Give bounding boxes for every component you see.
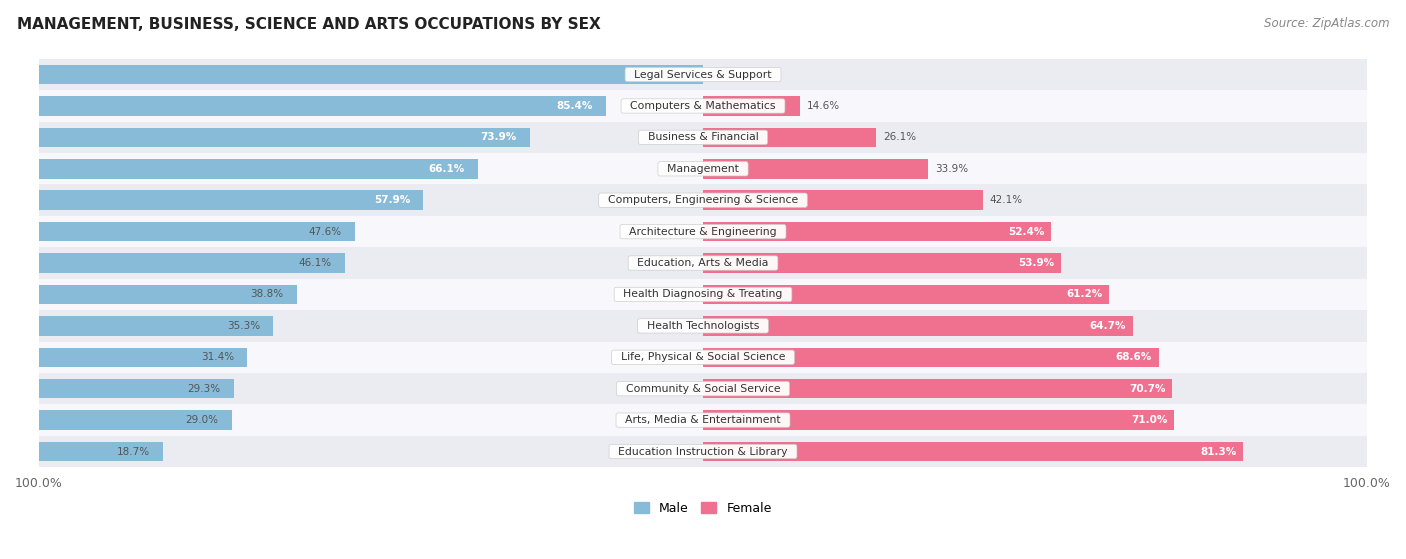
Bar [39, 310, 1367, 342]
Bar [39, 316, 273, 335]
Bar [39, 191, 423, 210]
Bar [39, 153, 1367, 184]
Text: 66.1%: 66.1% [429, 164, 464, 174]
Bar [39, 279, 1367, 310]
Text: Community & Social Service: Community & Social Service [619, 383, 787, 394]
Text: 26.1%: 26.1% [883, 132, 917, 143]
Text: Management: Management [659, 164, 747, 174]
Text: 33.9%: 33.9% [935, 164, 967, 174]
Text: 14.6%: 14.6% [807, 101, 839, 111]
Text: Computers & Mathematics: Computers & Mathematics [623, 101, 783, 111]
Bar [703, 253, 1062, 273]
Text: Life, Physical & Social Science: Life, Physical & Social Science [614, 352, 792, 362]
Bar [39, 253, 344, 273]
Text: 52.4%: 52.4% [1008, 226, 1045, 236]
Text: 61.2%: 61.2% [1067, 290, 1102, 300]
Text: 38.8%: 38.8% [250, 290, 284, 300]
Bar [39, 127, 530, 147]
Bar [39, 342, 1367, 373]
Text: 68.6%: 68.6% [1115, 352, 1152, 362]
Bar [39, 410, 232, 430]
Bar [703, 222, 1050, 241]
Text: 70.7%: 70.7% [1129, 383, 1166, 394]
Bar [703, 127, 876, 147]
Text: 0.0%: 0.0% [710, 69, 735, 79]
Text: 53.9%: 53.9% [1018, 258, 1054, 268]
Bar [39, 216, 1367, 247]
Text: 31.4%: 31.4% [201, 352, 235, 362]
Text: 29.3%: 29.3% [187, 383, 221, 394]
Text: 42.1%: 42.1% [990, 195, 1022, 205]
Text: 64.7%: 64.7% [1090, 321, 1126, 331]
Bar [703, 96, 800, 116]
Text: 85.4%: 85.4% [557, 101, 593, 111]
Text: Architecture & Engineering: Architecture & Engineering [623, 226, 783, 236]
Text: 18.7%: 18.7% [117, 447, 150, 457]
Text: Source: ZipAtlas.com: Source: ZipAtlas.com [1264, 17, 1389, 30]
Text: Legal Services & Support: Legal Services & Support [627, 69, 779, 79]
Text: 35.3%: 35.3% [226, 321, 260, 331]
Bar [703, 191, 983, 210]
Text: Health Diagnosing & Treating: Health Diagnosing & Treating [616, 290, 790, 300]
Text: 73.9%: 73.9% [479, 132, 516, 143]
Bar [39, 96, 606, 116]
Text: Education Instruction & Library: Education Instruction & Library [612, 447, 794, 457]
Bar [703, 348, 1159, 367]
Bar [39, 373, 1367, 404]
Text: 46.1%: 46.1% [298, 258, 332, 268]
Bar [39, 285, 297, 304]
Text: 100.0%: 100.0% [647, 69, 690, 79]
Bar [703, 442, 1243, 461]
Text: 29.0%: 29.0% [186, 415, 218, 425]
Bar [39, 184, 1367, 216]
Bar [39, 404, 1367, 436]
Text: 57.9%: 57.9% [374, 195, 411, 205]
Bar [39, 379, 233, 399]
Text: 71.0%: 71.0% [1132, 415, 1168, 425]
Text: Education, Arts & Media: Education, Arts & Media [630, 258, 776, 268]
Legend: Male, Female: Male, Female [630, 497, 776, 520]
Text: 81.3%: 81.3% [1199, 447, 1236, 457]
Bar [703, 316, 1133, 335]
Bar [39, 90, 1367, 122]
Bar [39, 59, 1367, 90]
Text: Business & Financial: Business & Financial [641, 132, 765, 143]
Bar [703, 159, 928, 178]
Bar [703, 379, 1173, 399]
Text: 47.6%: 47.6% [309, 226, 342, 236]
Text: Health Technologists: Health Technologists [640, 321, 766, 331]
Bar [39, 247, 1367, 279]
Bar [703, 285, 1109, 304]
Text: Computers, Engineering & Science: Computers, Engineering & Science [600, 195, 806, 205]
Text: Arts, Media & Entertainment: Arts, Media & Entertainment [619, 415, 787, 425]
Bar [703, 410, 1174, 430]
Text: MANAGEMENT, BUSINESS, SCIENCE AND ARTS OCCUPATIONS BY SEX: MANAGEMENT, BUSINESS, SCIENCE AND ARTS O… [17, 17, 600, 32]
Bar [39, 348, 247, 367]
Bar [39, 442, 163, 461]
Bar [39, 122, 1367, 153]
Bar [39, 436, 1367, 467]
Bar [39, 222, 356, 241]
Bar [39, 65, 703, 84]
Bar [39, 159, 478, 178]
